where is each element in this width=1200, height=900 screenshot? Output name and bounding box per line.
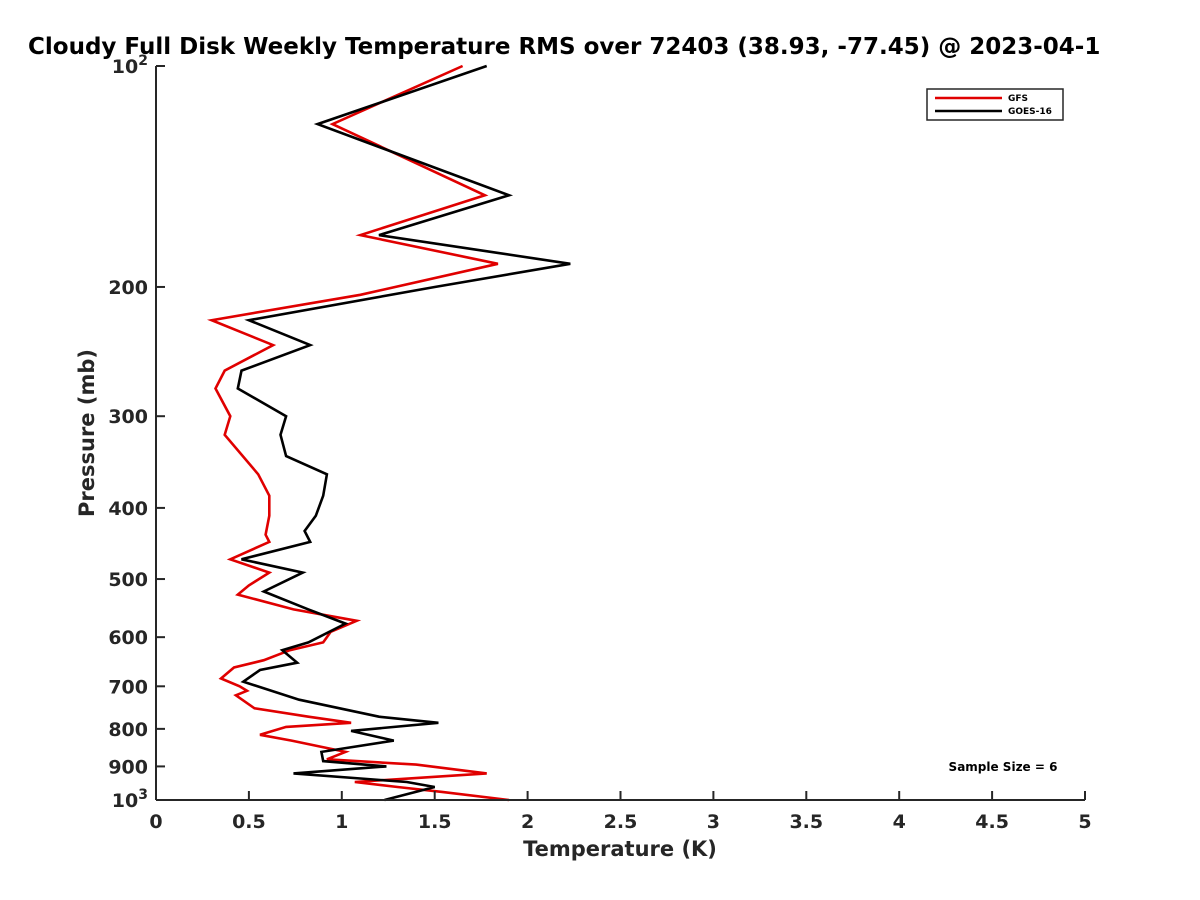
x-tick-label: 2.5 [604, 811, 638, 833]
legend-label-gfs: GFS [1008, 94, 1028, 104]
y-tick-label: 900 [108, 756, 148, 778]
y-tick-label: 600 [108, 627, 148, 649]
chart-title: Cloudy Full Disk Weekly Temperature RMS … [28, 34, 1100, 60]
y-ticks: 102 200 300 400 500 600 700 800 900 103 [108, 53, 165, 812]
x-tick-label: 1.5 [418, 811, 452, 833]
series-layer [206, 64, 571, 802]
x-tick-label: 3.5 [789, 811, 823, 833]
x-tick-label: 4.5 [975, 811, 1009, 833]
y-tick-label: 400 [108, 498, 148, 520]
axes [155, 66, 1085, 801]
y-tick-label: 103 [112, 787, 148, 812]
y-tick-label: 300 [108, 406, 148, 428]
x-axis-label: Temperature (K) [523, 837, 717, 861]
y-tick-label: 500 [108, 569, 148, 591]
series-line-goes16 [236, 64, 571, 802]
y-tick-label: 700 [108, 676, 148, 698]
legend-box [926, 88, 1064, 121]
x-tick-label: 1 [335, 811, 348, 833]
y-axis-label: Pressure (mb) [75, 349, 99, 517]
x-tick-label: 4 [893, 811, 906, 833]
sample-size-annotation: Sample Size = 6 [949, 760, 1058, 774]
y-tick-label: 200 [108, 277, 148, 299]
x-tick-label: 0 [149, 811, 162, 833]
x-ticks: 0 0.5 1 1.5 2 2.5 3 3.5 4 4.5 5 [149, 791, 1092, 833]
legend-label-goes16: GOES-16 [1008, 107, 1052, 117]
y-tick-label: 102 [112, 53, 148, 78]
x-tick-label: 3 [707, 811, 720, 833]
x-tick-label: 5 [1078, 811, 1091, 833]
y-tick-label: 800 [108, 719, 148, 741]
series-line-gfs [206, 64, 510, 802]
legend: GFS GOES-16 [926, 88, 1064, 121]
x-tick-label: 2 [521, 811, 534, 833]
x-tick-label: 0.5 [232, 811, 266, 833]
